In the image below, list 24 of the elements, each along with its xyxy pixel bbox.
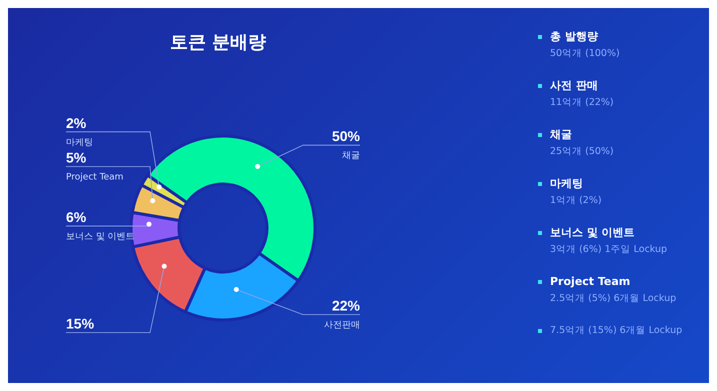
text: 3억개 (6%) 1주일 Lockup — [549, 243, 668, 257]
slice-label: 마케팅 — [66, 138, 93, 148]
data-label: 15% — [66, 316, 95, 332]
data-label: 22% — [332, 298, 361, 314]
text: 25억개 (50%) — [549, 145, 615, 159]
text: 마케팅 — [549, 177, 584, 191]
slice-label: 채굴 — [342, 151, 360, 162]
data-label: 5% — [66, 150, 87, 166]
data-label: 50% — [332, 128, 361, 144]
text: 7.5억개 (15%) 6개월 Lockup — [549, 324, 684, 338]
data-label: 2% — [66, 114, 87, 131]
text: 총 발행량 — [549, 30, 599, 44]
text: 2.5억개 (5%) 6개월 Lockup — [549, 292, 678, 306]
chart-title: 토큰 분배량 — [168, 31, 268, 54]
text: Project Team — [549, 275, 632, 289]
text: 1억개 (2%) — [549, 194, 603, 208]
text: 50억개 (100%) — [549, 47, 621, 61]
text: 채굴 — [549, 128, 573, 142]
data-label: 6% — [66, 209, 87, 226]
text: 11억개 (22%) — [549, 96, 615, 110]
text: 사전 판매 — [549, 79, 599, 93]
text: 보너스 및 이벤트 — [549, 226, 636, 240]
slice-label: Project Team — [66, 172, 124, 183]
slice-label: 사전판매 — [324, 320, 360, 331]
